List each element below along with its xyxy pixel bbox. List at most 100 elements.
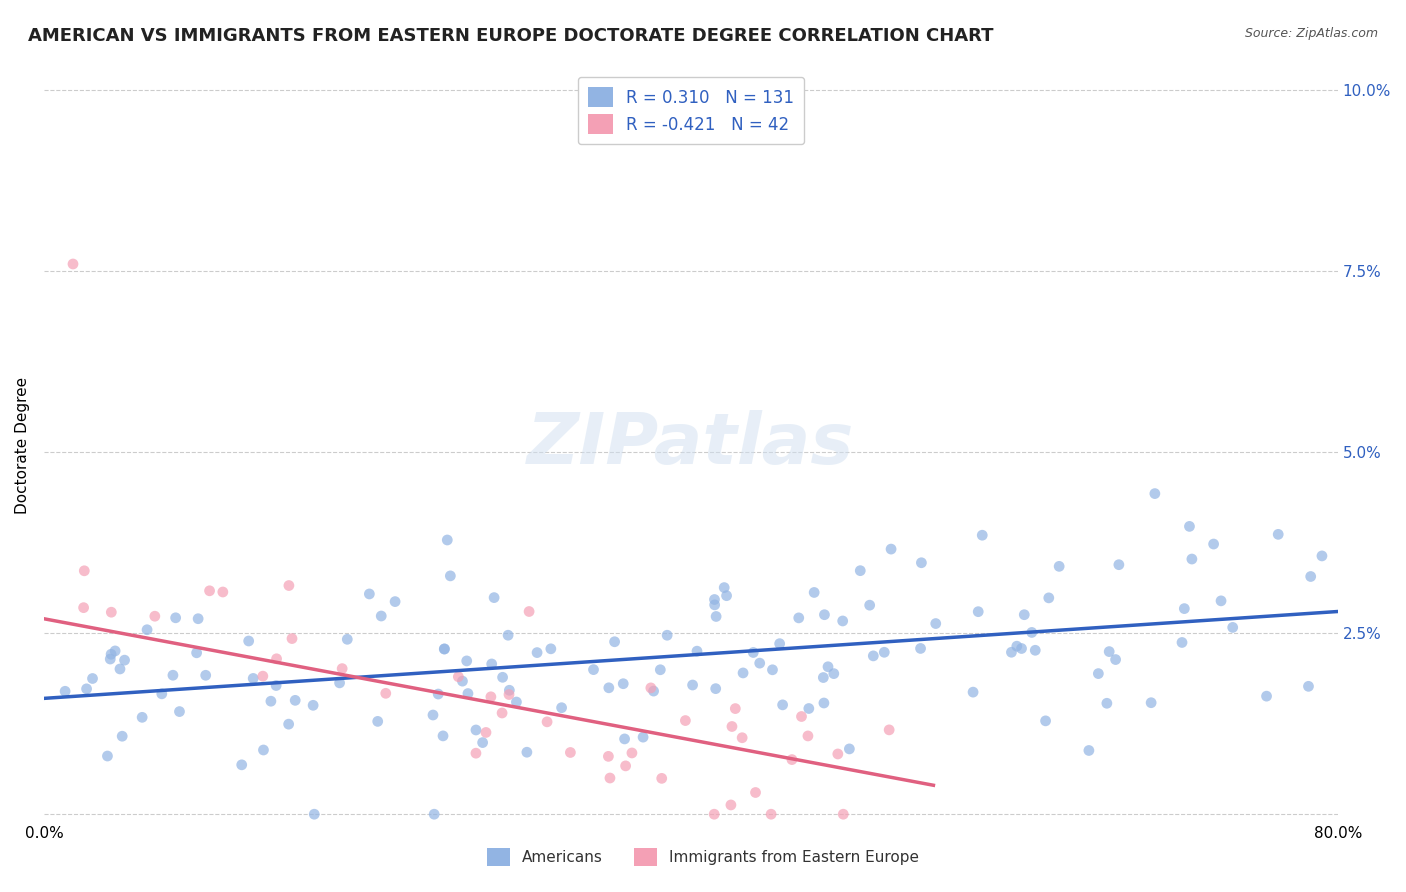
- Americans: [427, 687, 450, 701]
- Americans: [703, 598, 725, 612]
- Immigrants from Eastern Europe: [479, 690, 502, 704]
- Americans: [704, 609, 727, 624]
- Immigrants from Eastern Europe: [475, 725, 498, 739]
- Immigrants from Eastern Europe: [780, 753, 803, 767]
- Americans: [1310, 549, 1333, 563]
- Americans: [813, 671, 835, 685]
- Americans: [582, 663, 605, 677]
- Americans: [260, 694, 283, 708]
- Americans: [433, 642, 456, 657]
- Immigrants from Eastern Europe: [211, 585, 233, 599]
- Immigrants from Eastern Europe: [640, 681, 662, 695]
- Americans: [277, 717, 299, 731]
- Americans: [439, 569, 461, 583]
- Text: ZIPatlas: ZIPatlas: [527, 410, 855, 480]
- Americans: [98, 652, 121, 666]
- Immigrants from Eastern Europe: [827, 747, 849, 761]
- Americans: [131, 710, 153, 724]
- Americans: [1021, 625, 1043, 640]
- Americans: [526, 646, 548, 660]
- Americans: [1095, 696, 1118, 710]
- Immigrants from Eastern Europe: [281, 632, 304, 646]
- Immigrants from Eastern Europe: [724, 701, 747, 715]
- Americans: [716, 589, 738, 603]
- Legend: Americans, Immigrants from Eastern Europe: Americans, Immigrants from Eastern Europ…: [478, 838, 928, 875]
- Americans: [1143, 486, 1166, 500]
- Immigrants from Eastern Europe: [62, 257, 84, 271]
- Americans: [1181, 552, 1204, 566]
- Immigrants from Eastern Europe: [744, 785, 766, 799]
- Americans: [194, 668, 217, 682]
- Immigrants from Eastern Europe: [198, 583, 221, 598]
- Immigrants from Eastern Europe: [491, 706, 513, 720]
- Americans: [655, 628, 678, 642]
- Immigrants from Eastern Europe: [720, 797, 742, 812]
- Immigrants from Eastern Europe: [266, 652, 288, 666]
- Americans: [451, 674, 474, 689]
- Americans: [650, 663, 672, 677]
- Americans: [436, 533, 458, 547]
- Immigrants from Eastern Europe: [100, 605, 122, 619]
- Americans: [1005, 639, 1028, 653]
- Y-axis label: Doctorate Degree: Doctorate Degree: [15, 376, 30, 514]
- Americans: [713, 581, 735, 595]
- Americans: [496, 628, 519, 642]
- Americans: [769, 637, 792, 651]
- Americans: [111, 729, 134, 743]
- Immigrants from Eastern Europe: [620, 746, 643, 760]
- Immigrants from Eastern Europe: [790, 709, 813, 723]
- Americans: [108, 662, 131, 676]
- Americans: [53, 684, 76, 698]
- Americans: [114, 653, 136, 667]
- Americans: [631, 730, 654, 744]
- Americans: [162, 668, 184, 682]
- Americans: [972, 528, 994, 542]
- Text: Source: ZipAtlas.com: Source: ZipAtlas.com: [1244, 27, 1378, 40]
- Americans: [505, 695, 527, 709]
- Immigrants from Eastern Europe: [759, 807, 782, 822]
- Immigrants from Eastern Europe: [797, 729, 820, 743]
- Americans: [252, 743, 274, 757]
- Americans: [613, 731, 636, 746]
- Americans: [433, 641, 456, 656]
- Americans: [838, 742, 860, 756]
- Americans: [1024, 643, 1046, 657]
- Americans: [873, 645, 896, 659]
- Americans: [682, 678, 704, 692]
- Americans: [603, 634, 626, 648]
- Americans: [686, 644, 709, 658]
- Americans: [1171, 635, 1194, 649]
- Immigrants from Eastern Europe: [447, 670, 470, 684]
- Americans: [1202, 537, 1225, 551]
- Americans: [910, 556, 932, 570]
- Americans: [704, 681, 727, 696]
- Americans: [849, 564, 872, 578]
- Americans: [491, 670, 513, 684]
- Americans: [186, 646, 208, 660]
- Americans: [967, 605, 990, 619]
- Americans: [731, 665, 754, 680]
- Americans: [1173, 601, 1195, 615]
- Immigrants from Eastern Europe: [598, 749, 620, 764]
- Americans: [703, 592, 725, 607]
- Americans: [787, 611, 810, 625]
- Immigrants from Eastern Europe: [703, 807, 725, 822]
- Americans: [370, 609, 392, 624]
- Americans: [284, 693, 307, 707]
- Americans: [136, 623, 159, 637]
- Americans: [457, 687, 479, 701]
- Americans: [1038, 591, 1060, 605]
- Americans: [1098, 644, 1121, 658]
- Immigrants from Eastern Europe: [731, 731, 754, 745]
- Americans: [813, 607, 835, 622]
- Immigrants from Eastern Europe: [673, 714, 696, 728]
- Immigrants from Eastern Europe: [374, 686, 396, 700]
- Americans: [761, 663, 783, 677]
- Americans: [1000, 645, 1022, 659]
- Immigrants from Eastern Europe: [73, 564, 96, 578]
- Immigrants from Eastern Europe: [536, 714, 558, 729]
- Americans: [165, 611, 187, 625]
- Americans: [242, 672, 264, 686]
- Immigrants from Eastern Europe: [832, 807, 855, 822]
- Americans: [465, 723, 488, 737]
